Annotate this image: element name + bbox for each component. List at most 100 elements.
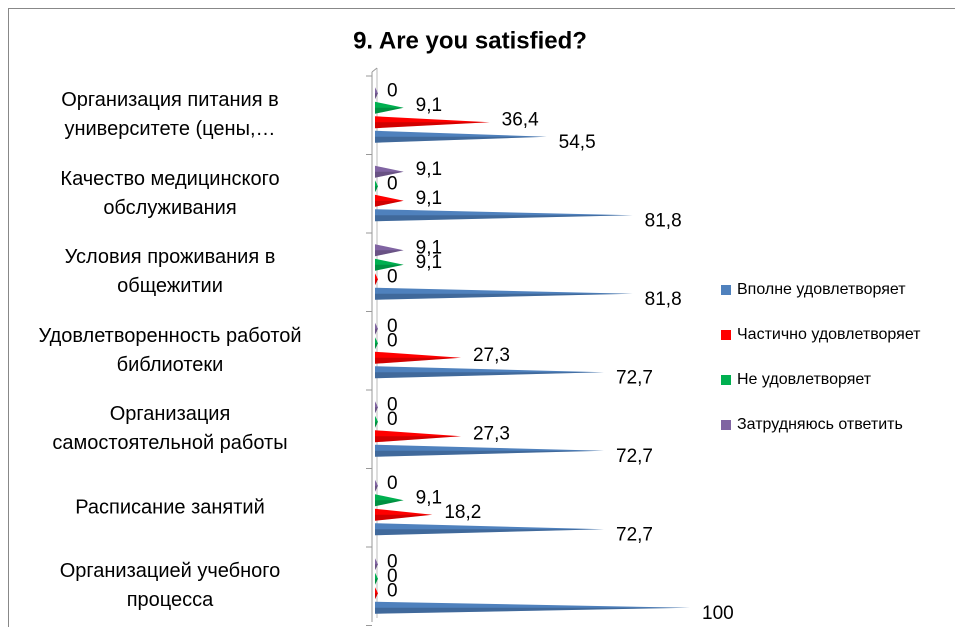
cone — [375, 244, 404, 257]
legend-label: Не удовлетворяет — [737, 371, 872, 388]
cone-shade — [375, 200, 404, 207]
cone — [375, 508, 433, 521]
cone-shade — [375, 171, 404, 178]
cone-shade — [375, 500, 404, 507]
data-label: 0 — [387, 409, 398, 430]
cone — [375, 273, 378, 286]
cone-shade — [375, 215, 633, 222]
category-label: Удовлетворенность работой библиотеки — [38, 324, 302, 376]
data-label: 9,1 — [416, 95, 442, 116]
cone-shade — [375, 578, 378, 585]
data-label: 9,1 — [416, 159, 442, 180]
chart-frame — [8, 8, 955, 627]
axis-top — [371, 67, 378, 73]
data-label: 0 — [387, 80, 398, 101]
data-label: 0 — [387, 580, 398, 601]
data-label: 18,2 — [444, 502, 481, 523]
data-label: 0 — [387, 551, 398, 572]
legend-label: Вполне удовлетворяет — [737, 281, 906, 298]
cone-shade — [375, 250, 404, 257]
data-label: 0 — [387, 316, 398, 337]
legend-swatch — [721, 285, 731, 295]
cone-shade — [375, 136, 547, 143]
cone — [375, 130, 547, 143]
data-label: 9,1 — [416, 188, 442, 209]
cone — [375, 587, 378, 600]
cone — [375, 180, 378, 193]
cone — [375, 322, 378, 335]
cone — [375, 558, 378, 571]
cone — [375, 351, 461, 364]
cone-shade — [375, 343, 378, 350]
cone — [375, 194, 404, 207]
legend-swatch — [721, 420, 731, 430]
cone-shade — [375, 357, 461, 364]
cone — [375, 337, 378, 350]
data-label: 0 — [387, 266, 398, 287]
cone — [375, 116, 490, 129]
data-label: 27,3 — [473, 423, 510, 444]
cone-shade — [375, 529, 605, 536]
cone-shade — [375, 93, 378, 100]
cone — [375, 430, 461, 443]
cone — [375, 287, 633, 300]
cone-shade — [375, 593, 378, 600]
data-label: 54,5 — [559, 132, 596, 153]
category-label: Организация самостоятельной работы — [52, 403, 288, 455]
cone-shade — [375, 407, 378, 414]
data-label: 72,7 — [616, 446, 653, 467]
cone-shade — [375, 607, 690, 614]
cone — [375, 401, 378, 414]
data-label: 0 — [387, 330, 398, 351]
cone — [375, 366, 605, 379]
data-label: 9,1 — [416, 252, 442, 273]
data-label: 100 — [702, 603, 734, 624]
cone-shade — [375, 186, 378, 193]
cone-shade — [375, 122, 490, 129]
legend-swatch — [721, 330, 731, 340]
cone-shade — [375, 264, 404, 271]
cone — [375, 415, 378, 428]
legend-swatch — [721, 375, 731, 385]
cone — [375, 165, 404, 178]
data-label: 9,1 — [416, 237, 442, 258]
data-label: 36,4 — [502, 109, 539, 130]
data-label: 0 — [387, 394, 398, 415]
data-label: 0 — [387, 473, 398, 494]
cone-shade — [375, 107, 404, 114]
cone — [375, 258, 404, 271]
cone — [375, 209, 633, 222]
data-label: 72,7 — [616, 524, 653, 545]
category-label: Расписание занятий — [75, 496, 265, 519]
cone — [375, 479, 378, 492]
category-label: Организацией учебного процесса — [59, 560, 281, 612]
legend-label: Затрудняюсь ответить — [737, 416, 903, 433]
cone-shade — [375, 450, 605, 457]
category-label: Организация питания в университете (цены… — [61, 89, 279, 141]
data-label: 0 — [387, 566, 398, 587]
cone — [375, 523, 605, 536]
data-label: 27,3 — [473, 345, 510, 366]
data-label: 9,1 — [416, 487, 442, 508]
data-label: 81,8 — [645, 289, 682, 310]
cone — [375, 444, 605, 457]
data-label: 0 — [387, 173, 398, 194]
category-label: Условия проживания в общежитии — [64, 246, 276, 298]
cone-shade — [375, 372, 605, 379]
cone — [375, 494, 404, 507]
cone-shade — [375, 564, 378, 571]
cone — [375, 101, 404, 114]
cone-shade — [375, 279, 378, 286]
cone — [375, 572, 378, 585]
cone — [375, 601, 690, 614]
category-label: Качество медицинского обслуживания — [60, 167, 280, 219]
data-label: 72,7 — [616, 367, 653, 388]
cone-shade — [375, 436, 461, 443]
cone-shade — [375, 421, 378, 428]
cone-shade — [375, 293, 633, 300]
cone-shade — [375, 514, 433, 521]
chart-title: 9. Are you satisfied? — [353, 27, 587, 54]
cone-shade — [375, 328, 378, 335]
